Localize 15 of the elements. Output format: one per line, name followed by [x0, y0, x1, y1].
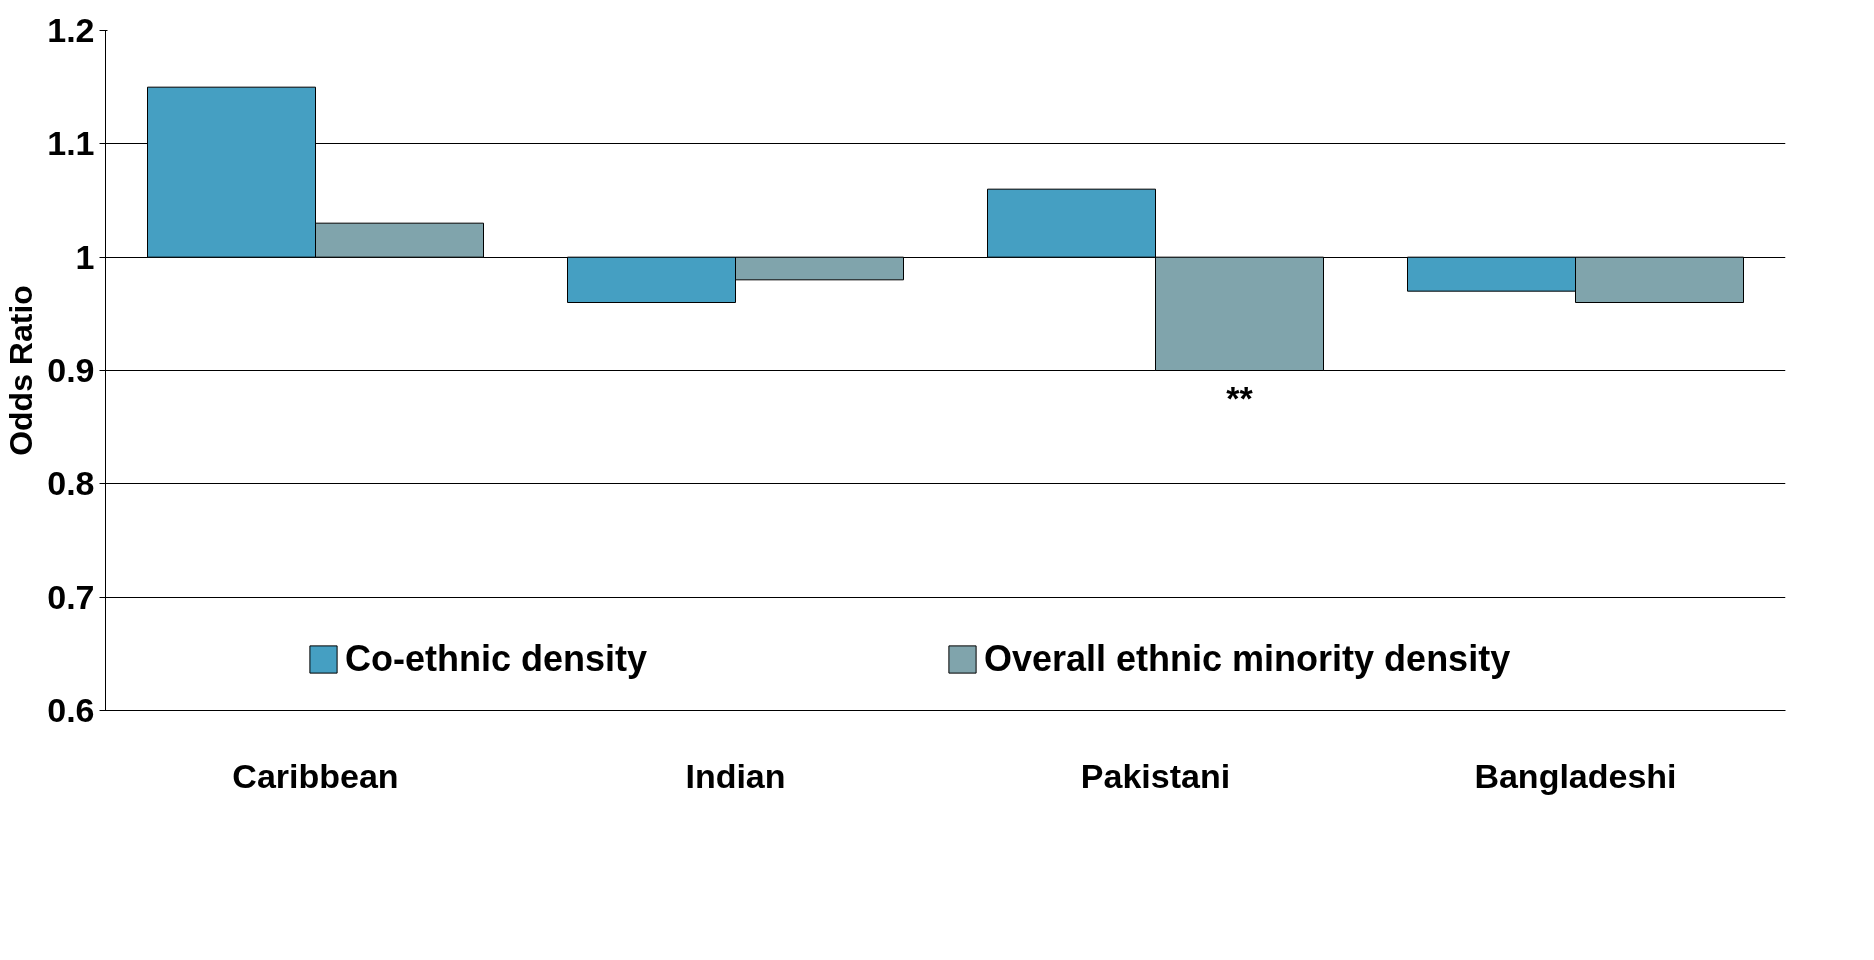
x-tick-label: Caribbean: [232, 756, 399, 795]
y-tick-label: 1: [75, 237, 95, 276]
y-tick-label: 1.1: [47, 124, 95, 163]
annotation: **: [1226, 378, 1254, 417]
x-tick-label: Indian: [685, 756, 786, 795]
y-tick-label: 1.2: [47, 11, 95, 49]
y-tick-label: 0.8: [47, 464, 95, 503]
y-axis-title: Odds Ratio: [3, 285, 40, 456]
y-tick-label: 0.9: [47, 351, 95, 389]
legend-label: Overall ethnic minority density: [984, 638, 1512, 680]
legend-label: Co-ethnic density: [345, 638, 649, 680]
y-tick-label: 0.7: [47, 577, 95, 616]
y-tick-label: 0.6: [47, 691, 95, 729]
x-tick-label: Bangladeshi: [1474, 756, 1677, 795]
x-tick-label: Pakistani: [1080, 756, 1231, 795]
